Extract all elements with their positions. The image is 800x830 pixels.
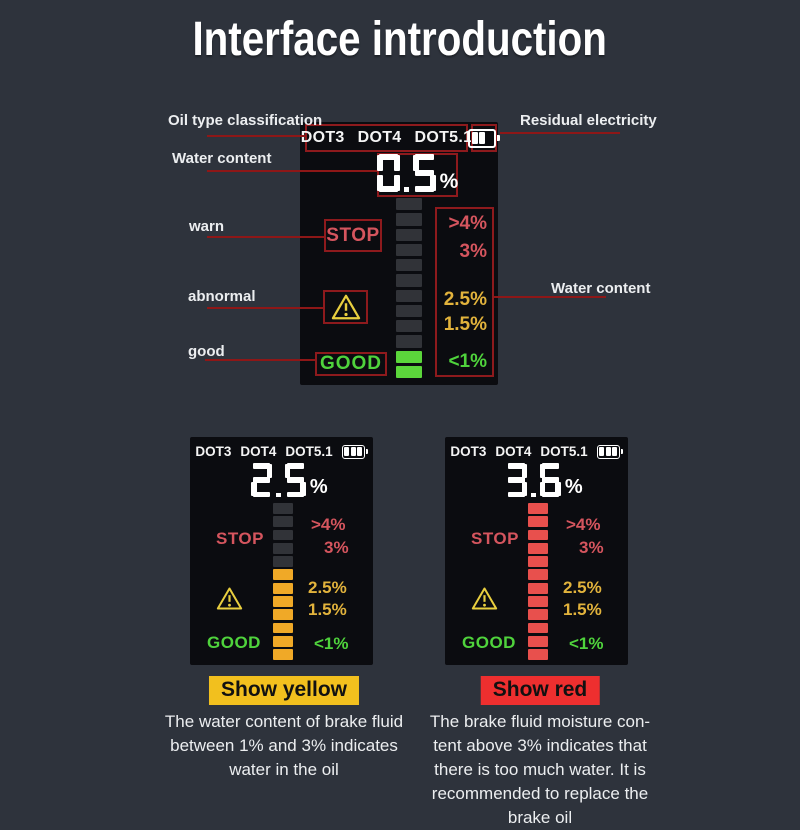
scale-2-5: 2.5% [308, 578, 347, 597]
page-title: Interface introduction [0, 12, 800, 67]
stop-label: STOP [216, 529, 264, 548]
good-indicator: GOOD [315, 352, 387, 376]
oil-type-dot4: DOT4 [240, 444, 277, 459]
leader-line-warn [207, 236, 324, 238]
oil-type-dot4: DOT4 [495, 444, 532, 459]
yellow-description-line: between 1% and 3% indicates [170, 736, 398, 755]
yellow-description-line: The water content of brake fluid [164, 712, 404, 731]
scale-gt4: >4% [311, 515, 346, 534]
leader-line-water-content-left [207, 170, 377, 172]
label-residual-electricity: Residual electricity [520, 112, 657, 129]
label-water-content-right: Water content [551, 280, 651, 297]
stop-label: STOP [326, 224, 380, 246]
warning-triangle-icon [216, 587, 243, 610]
battery-icon [596, 444, 623, 459]
label-good: good [188, 343, 225, 360]
moisture-value-digits [251, 463, 306, 497]
page-title-text: Interface introduction [192, 13, 608, 66]
warning-triangle-icon [331, 294, 360, 320]
scale-lt1: <1% [569, 634, 604, 653]
scale-box: >4% 3% 2.5% 1.5% <1% [435, 207, 494, 377]
stop-indicator: STOP [324, 219, 382, 252]
label-oil-type: Oil type classification [168, 112, 323, 129]
moisture-value-digits [376, 154, 436, 192]
moisture-bar-graph [528, 503, 548, 661]
scale-lt1: <1% [448, 351, 487, 372]
red-state-panel: DOT3 DOT4 DOT5.1 % STOP GOOD >4% 3% 2.5%… [445, 437, 628, 665]
infographic: Interface introduction Oil type classifi… [0, 12, 800, 827]
good-label: GOOD [207, 633, 261, 652]
abnormal-indicator [323, 290, 368, 324]
percent-unit: % [439, 170, 459, 193]
moisture-bar-graph [273, 503, 293, 661]
oil-type-row: DOT3 DOT4 DOT5.1 [190, 444, 373, 459]
label-water-content-left: Water content [172, 150, 272, 167]
oil-type-dot4: DOT4 [357, 129, 402, 146]
battery-icon [341, 444, 368, 459]
leader-line-abnormal [207, 307, 323, 309]
moisture-bar-graph [396, 198, 422, 378]
moisture-value-display: % [190, 463, 373, 497]
oil-type-dot51: DOT5.1 [285, 444, 333, 459]
oil-type-row: DOT3 DOT4 DOT5.1 [445, 444, 628, 459]
red-description-line: tent above 3% indicates that [433, 736, 647, 755]
good-label: GOOD [462, 633, 516, 652]
scale-1-5: 1.5% [443, 314, 487, 335]
yellow-description: The water content of brake fluid between… [154, 710, 414, 782]
good-label: GOOD [319, 353, 383, 374]
show-red-caption: Show red [480, 676, 600, 705]
oil-type-dot3: DOT3 [450, 444, 487, 459]
show-yellow-caption: Show yellow [208, 676, 360, 705]
oil-type-dot51: DOT5.1 [414, 129, 473, 146]
moisture-value-display: % [445, 463, 628, 497]
percent-unit: % [564, 476, 583, 498]
main-display-panel: DOT3 DOT4 DOT5.1 % STOP GOOD [300, 122, 500, 385]
stop-label: STOP [471, 529, 519, 548]
moisture-value-display: % [376, 153, 459, 197]
scale-gt4: >4% [448, 213, 487, 234]
red-description-line: brake oil [507, 808, 573, 827]
label-warn: warn [189, 218, 225, 235]
battery-indicator [468, 124, 500, 152]
show-red-caption-text: Show red [480, 676, 600, 705]
leader-line-residual [500, 132, 620, 134]
red-description-line: recommended to replace the [431, 784, 649, 803]
scale-2-5: 2.5% [563, 578, 602, 597]
yellow-description-line: water in the oil [229, 760, 339, 779]
oil-type-row: DOT3 DOT4 DOT5.1 [301, 124, 472, 152]
scale-gt4: >4% [566, 515, 601, 534]
leader-line-oil-type [207, 135, 307, 137]
show-yellow-caption-text: Show yellow [208, 676, 360, 705]
oil-type-dot3: DOT3 [195, 444, 232, 459]
scale-1-5: 1.5% [308, 600, 347, 619]
leader-line-water-content-right [494, 296, 606, 298]
oil-type-dot51: DOT5.1 [540, 444, 588, 459]
scale-3: 3% [579, 538, 604, 557]
red-description: The brake fluid moisture con- tent above… [410, 710, 670, 830]
scale-3: 3% [459, 241, 487, 262]
label-abnormal: abnormal [188, 288, 256, 305]
leader-line-good [205, 359, 315, 361]
moisture-value-digits [506, 463, 561, 497]
percent-unit: % [309, 476, 328, 498]
scale-lt1: <1% [314, 634, 349, 653]
warning-triangle-icon [471, 587, 498, 610]
red-description-line: there is too much water. It is [434, 760, 646, 779]
battery-icon [468, 128, 500, 148]
scale-1-5: 1.5% [563, 600, 602, 619]
yellow-state-panel: DOT3 DOT4 DOT5.1 % STOP GOOD >4% 3% 2.5%… [190, 437, 373, 665]
red-description-line: The brake fluid moisture con- [429, 712, 651, 731]
scale-3: 3% [324, 538, 349, 557]
oil-type-dot3: DOT3 [300, 129, 345, 146]
scale-2-5: 2.5% [443, 289, 487, 310]
